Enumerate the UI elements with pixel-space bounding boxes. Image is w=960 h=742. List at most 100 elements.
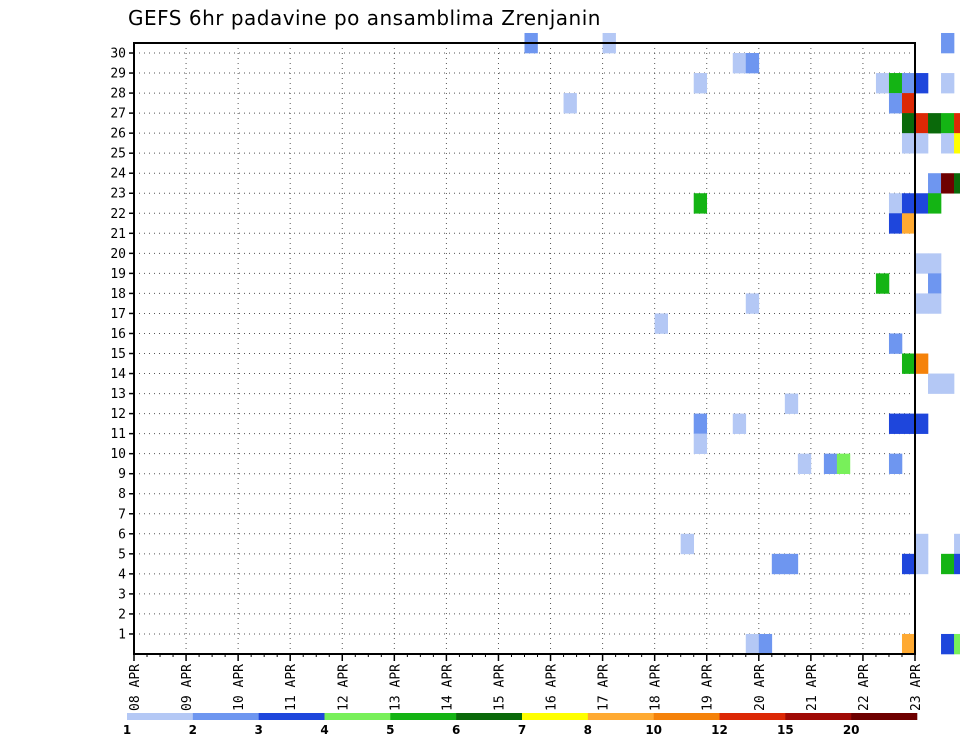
legend-swatch	[324, 713, 391, 720]
heatmap-cell	[784, 393, 799, 414]
x-tick-label: 09 APR	[180, 664, 195, 711]
x-tick-label: 18 APR	[649, 664, 664, 711]
x-tick-label: 23 APR	[909, 664, 924, 711]
y-tick-label: 26	[110, 127, 126, 142]
heatmap-cell	[901, 193, 916, 214]
heatmap-cell	[784, 553, 799, 575]
heatmap-cell	[954, 173, 960, 194]
heatmap-cell	[915, 193, 929, 214]
heatmap-cell	[941, 373, 955, 394]
legend-swatch	[653, 713, 720, 720]
heatmap-cell	[901, 133, 916, 154]
heatmap-cell	[797, 453, 812, 475]
y-tick-label: 7	[118, 507, 126, 522]
heatmap-cell	[693, 193, 708, 214]
y-tick-label: 9	[118, 467, 126, 482]
heatmap-cell	[941, 553, 955, 575]
legend-swatch	[719, 713, 786, 720]
x-axis: 08 APR 09 APR 10 APR 11 APR 12 APR 13 APR 14 A…	[128, 654, 924, 711]
heatmap-cell	[954, 113, 960, 134]
heatmap-cell	[941, 633, 955, 655]
legend-swatch	[522, 713, 589, 720]
heatmap-cell	[875, 73, 890, 94]
y-tick-label: 22	[110, 207, 126, 222]
heatmap-cell	[915, 293, 929, 314]
heatmap-cell	[915, 113, 929, 134]
heatmap-cell	[941, 32, 955, 54]
y-tick-label: 27	[110, 107, 126, 122]
y-tick-label: 2	[118, 607, 126, 622]
chart-title: GEFS 6hr padavine po ansamblima Zrenjani…	[128, 6, 601, 30]
heatmap-cell	[901, 73, 916, 94]
heatmap-cell	[928, 173, 942, 194]
heatmap-cell	[732, 413, 747, 434]
heatmap-cell	[941, 133, 955, 154]
legend-label: 6	[452, 723, 460, 737]
x-tick-label: 14 APR	[440, 664, 455, 711]
legend-label: 1	[123, 723, 131, 737]
heatmap-cell	[693, 433, 708, 454]
y-tick-label: 25	[110, 147, 126, 162]
x-tick-label: 20 APR	[753, 664, 768, 711]
heatmap-cell	[954, 633, 960, 655]
heatmap-cell	[732, 53, 747, 74]
heatmap-cell	[915, 553, 929, 575]
color-legend: 1 2 3 4 5 6 7 8 10 12 15 20	[123, 713, 918, 737]
heatmap-cell	[954, 133, 960, 154]
heatmap-cell	[928, 373, 942, 394]
y-tick-label: 23	[110, 187, 126, 202]
x-tick-label: 16 APR	[545, 664, 560, 711]
legend-swatch	[587, 713, 654, 720]
heatmap-cell	[901, 413, 916, 434]
y-tick-label: 3	[118, 587, 126, 602]
legend-label: 15	[777, 723, 794, 737]
legend-swatch	[192, 713, 259, 720]
y-tick-label: 10	[110, 447, 126, 462]
y-tick-label: 1	[118, 627, 126, 642]
legend-swatch	[258, 713, 325, 720]
heatmap-cell	[888, 193, 903, 214]
y-tick-label: 17	[110, 307, 126, 322]
y-tick-label: 18	[110, 287, 126, 302]
legend-label: 10	[645, 723, 662, 737]
heatmap-cell	[928, 193, 942, 214]
legend-swatch	[851, 713, 918, 720]
heatmap-cell	[888, 333, 903, 354]
y-tick-label: 30	[110, 47, 126, 62]
heatmap-cell	[941, 73, 955, 94]
heatmap-cell	[901, 553, 916, 575]
y-tick-label: 6	[118, 527, 126, 542]
heatmap-cell	[941, 173, 955, 194]
heatmap-cell	[928, 273, 942, 294]
legend-swatch	[127, 713, 194, 720]
x-tick-label: 15 APR	[492, 664, 507, 711]
heatmap-cell	[693, 413, 708, 434]
heatmap-cell	[901, 353, 916, 374]
y-tick-label: 5	[118, 547, 126, 562]
y-tick-label: 12	[110, 407, 126, 422]
x-tick-label: 13 APR	[388, 664, 403, 711]
heatmap-cell	[745, 293, 760, 314]
legend-swatch	[785, 713, 852, 720]
heatmap-cell	[928, 253, 942, 274]
heatmap-cell	[654, 313, 668, 334]
legend-label: 3	[254, 723, 262, 737]
y-tick-label: 24	[110, 167, 126, 182]
heatmap-cell	[745, 53, 760, 74]
y-tick-label: 21	[110, 227, 126, 242]
heatmap-cell	[888, 213, 903, 234]
x-tick-label: 22 APR	[857, 664, 872, 711]
heatmap-cell	[888, 413, 903, 434]
y-tick-label: 4	[118, 567, 126, 582]
heatmap-cell	[901, 213, 916, 234]
heatmap-cell	[823, 453, 838, 475]
y-tick-label: 13	[110, 387, 126, 402]
x-tick-label: 21 APR	[805, 664, 820, 711]
y-axis: 1234567891011121314151617181920212223242…	[110, 47, 134, 642]
heatmap-cell	[888, 73, 903, 94]
x-tick-label: 19 APR	[701, 664, 716, 711]
heatmap-cell	[901, 93, 916, 114]
heatmap-cell	[901, 633, 916, 655]
heatmap-cell	[836, 453, 851, 475]
legend-label: 12	[711, 723, 728, 737]
